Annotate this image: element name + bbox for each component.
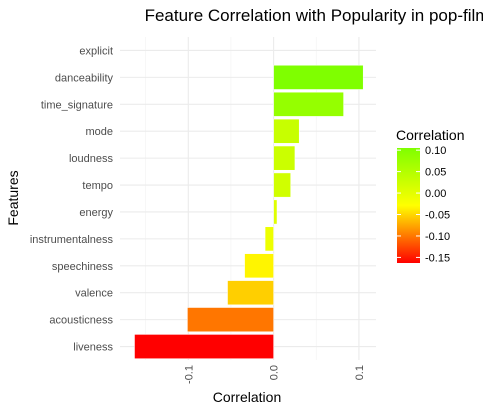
category-label: time_signature [41,99,113,111]
legend-tick-label: -0.05 [425,210,450,222]
chart-title: Feature Correlation with Popularity in p… [145,6,483,25]
bar-acousticness [187,307,274,332]
bar-instrumentalness [264,226,274,252]
bar-valence [227,280,274,306]
category-label: mode [85,126,113,138]
x-axis-title: Correlation [213,389,281,405]
bar-danceability [273,65,364,90]
x-tick-labels: -0.1 0.0 0.1 [183,365,366,384]
legend-ticks: 0.10 0.05 0.00 -0.05 -0.10 -0.15 [397,145,450,264]
legend-tick-label: -0.15 [425,252,450,264]
category-label: acousticness [49,315,113,327]
category-label: danceability [55,72,114,84]
bars [134,65,364,359]
legend-tick-label: 0.00 [425,188,446,200]
category-label: energy [79,207,113,219]
y-axis-title: Features [5,170,21,225]
category-label: instrumentalness [30,234,114,246]
legend-tick-label: 0.05 [425,167,446,179]
bar-mode [273,118,300,144]
bar-tempo [273,172,291,198]
category-label: speechiness [52,261,114,273]
category-label: valence [75,288,113,300]
legend-tick-label: -0.10 [425,231,450,243]
legend-colorbar [397,148,420,263]
x-tick-label: 0.1 [354,365,366,380]
bar-liveness [134,334,274,359]
bar-speechiness [244,253,274,279]
legend-title: Correlation [396,127,464,143]
legend: Correlation 0.10 0.05 0.00 -0.05 -0.10 -0.15 [396,127,464,264]
category-label: explicit [79,45,113,57]
legend-tick-label: 0.10 [425,145,446,157]
bar-energy [273,199,278,225]
category-label: loudness [69,153,114,165]
x-tick-label: 0.0 [269,365,281,380]
bar-loudness [273,145,296,171]
category-label: liveness [73,342,113,354]
bar-time_signature [273,91,344,117]
x-tick-label: -0.1 [183,365,195,384]
category-label: tempo [82,180,113,192]
